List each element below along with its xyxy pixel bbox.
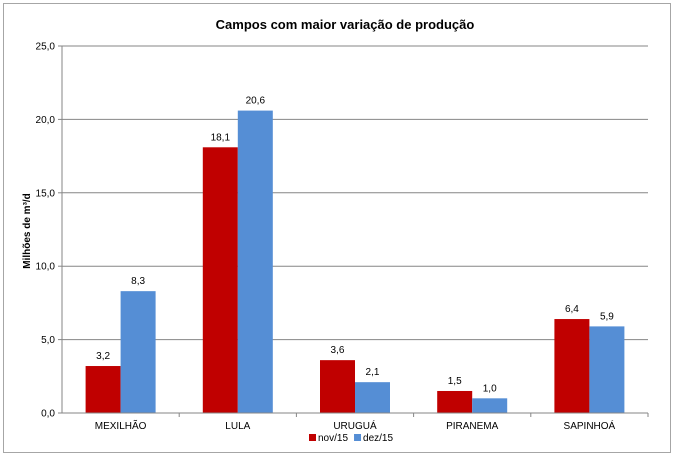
data-label: 8,3 xyxy=(131,276,145,287)
legend-swatch xyxy=(309,434,316,441)
data-label: 20,6 xyxy=(246,96,266,107)
bar-dez-15 xyxy=(355,382,390,413)
bar-nov-15 xyxy=(437,390,473,413)
data-label: 5,9 xyxy=(600,311,614,322)
category-labels: MEXILHÃO LULA URUGUÁ PIRANEMA SAPINHOÁ xyxy=(95,413,649,432)
data-label: 6,4 xyxy=(565,304,579,315)
data-label: 18,1 xyxy=(211,132,231,143)
bar-nov-15 xyxy=(202,147,238,414)
y-tick-label: 20,0 xyxy=(36,115,56,126)
y-axis-ticks: 0,0 5,0 10,0 15,0 20,0 25,0 xyxy=(36,42,62,420)
y-tick-label: 15,0 xyxy=(36,188,56,199)
data-label: 3,2 xyxy=(96,351,110,362)
bar-dez-15 xyxy=(120,291,156,413)
bar-dez-15 xyxy=(237,110,273,413)
chart-title: Campos com maior variação de produção xyxy=(216,17,475,32)
legend-label: nov/15 xyxy=(318,433,348,444)
bars xyxy=(85,110,625,414)
y-tick-label: 5,0 xyxy=(41,335,55,346)
bar-dez-15 xyxy=(589,326,625,413)
legend: nov/15 dez/15 xyxy=(309,433,393,444)
data-label: 3,6 xyxy=(331,345,345,356)
y-axis-label: Milhões de m³/d xyxy=(22,193,33,269)
y-tick-label: 0,0 xyxy=(41,409,55,420)
x-category-label: MEXILHÃO xyxy=(95,419,147,432)
bar-nov-15 xyxy=(320,360,355,413)
bar-nov-15 xyxy=(554,319,590,413)
legend-label: dez/15 xyxy=(363,433,393,444)
bar-nov-15 xyxy=(85,366,121,413)
data-label: 1,0 xyxy=(483,383,497,394)
data-labels: 3,2 8,3 18,1 20,6 3,6 2,1 1,5 1,0 6,4 5,9 xyxy=(96,96,614,395)
x-category-label: PIRANEMA xyxy=(446,421,499,432)
data-label: 2,1 xyxy=(366,367,380,378)
x-category-label: SAPINHOÁ xyxy=(564,419,616,432)
legend-swatch xyxy=(354,434,362,441)
bar-dez-15 xyxy=(472,398,508,413)
x-category-label: LULA xyxy=(225,421,250,432)
y-tick-label: 25,0 xyxy=(36,42,56,53)
data-label: 1,5 xyxy=(448,376,462,387)
y-tick-label: 10,0 xyxy=(36,262,56,273)
gridlines xyxy=(62,45,648,341)
x-category-label: URUGUÁ xyxy=(333,419,377,432)
